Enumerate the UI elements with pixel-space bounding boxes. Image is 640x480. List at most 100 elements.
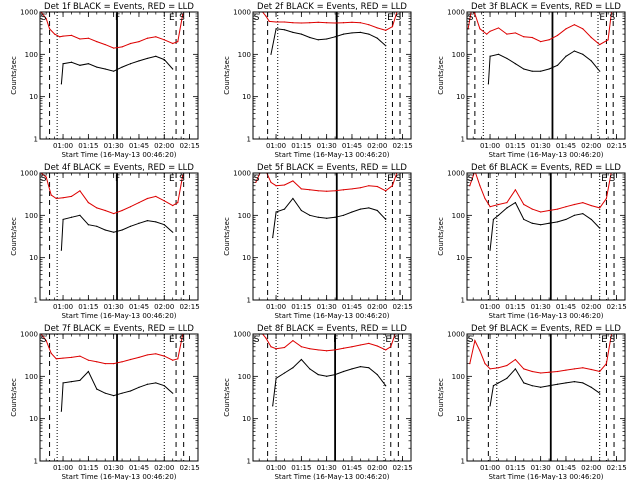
plot-frame <box>466 11 626 140</box>
series-lld-point <box>177 358 179 360</box>
series-events-point <box>113 70 115 72</box>
x-tick-label: 01:30 <box>531 303 551 311</box>
series-lld-point <box>342 189 345 191</box>
series-events-point <box>351 368 353 370</box>
x-tick-label: 01:30 <box>531 142 551 150</box>
x-tick-label: 01:30 <box>317 142 337 150</box>
series-events-point <box>163 385 165 387</box>
x-tick-label: 01:00 <box>266 142 286 150</box>
series-lld-point <box>390 346 392 348</box>
series-events-point <box>548 68 550 70</box>
series-lld-point <box>283 346 286 349</box>
series-lld-point <box>172 42 174 45</box>
series-events-point <box>146 220 148 222</box>
series-lld-point <box>506 364 508 367</box>
series-events-point <box>599 227 601 229</box>
series-lld-point <box>300 188 302 190</box>
series-lld-point <box>556 208 559 210</box>
flag-label: E <box>601 174 607 184</box>
series-lld-point <box>489 206 491 208</box>
y-tick-label: 1000 <box>233 331 251 339</box>
series-events-point <box>565 218 567 221</box>
x-tick-label: 02:15 <box>179 303 199 311</box>
series-lld-point <box>565 369 567 371</box>
y-tick-label: 100 <box>238 212 251 220</box>
series-events-point <box>283 372 286 374</box>
series-events-point <box>334 216 336 218</box>
series-lld-point <box>497 203 500 206</box>
series-events-point <box>146 57 148 60</box>
series-events-point <box>565 382 567 384</box>
flag-label: E <box>169 174 175 184</box>
series-lld-point <box>59 36 61 38</box>
x-tick-label: 01:45 <box>129 303 149 311</box>
series-events-point <box>359 365 361 368</box>
series-lld-point <box>489 30 491 32</box>
series-lld-point <box>497 367 500 369</box>
series-events-point <box>70 381 73 383</box>
series-events-point <box>113 395 115 397</box>
series-events-point <box>79 64 81 66</box>
series-lld-point <box>255 181 257 183</box>
y-tick-label: 1 <box>461 136 465 144</box>
series-lld-point <box>104 43 106 46</box>
series-events-point <box>368 207 370 209</box>
flag-label: S <box>468 174 474 184</box>
series-events-point <box>492 218 495 221</box>
series-events-point <box>514 63 516 65</box>
series-lld-point <box>45 17 47 20</box>
series-lld-point <box>113 47 115 49</box>
series-lld-point <box>283 184 286 186</box>
y-tick-label: 1000 <box>233 9 251 17</box>
series-events-point <box>300 33 302 35</box>
series-lld-point <box>275 185 277 187</box>
series-events-point <box>334 36 336 38</box>
series-lld-point <box>300 22 302 24</box>
series-lld-point <box>486 33 488 35</box>
series-events-point <box>104 392 106 394</box>
series-lld-point <box>469 185 471 187</box>
flag-label: E <box>599 13 605 23</box>
series-lld-point <box>177 201 179 204</box>
series-events-line <box>489 201 601 251</box>
series-lld-point <box>146 197 148 200</box>
flag-label: F <box>115 174 120 184</box>
series-lld-point <box>582 367 584 369</box>
series-events-point <box>573 381 575 383</box>
series-lld-point <box>590 36 592 39</box>
flag-label: S <box>394 335 400 345</box>
series-events-point <box>548 222 550 224</box>
series-events-point <box>70 216 73 218</box>
series-lld-point <box>155 353 157 355</box>
series-events-point <box>506 207 508 209</box>
flag-label: E <box>385 335 391 345</box>
series-events-point <box>309 36 311 39</box>
panel-title: Det 4f BLACK = Events, RED = LLD <box>44 163 194 173</box>
y-tick-label: 1 <box>461 458 465 466</box>
series-lld-line <box>467 12 612 46</box>
series-events-point <box>556 221 559 223</box>
y-tick-label: 10 <box>456 254 465 262</box>
x-tick-label: 02:15 <box>606 464 626 472</box>
x-tick-label: 01:15 <box>291 464 311 472</box>
series-lld-point <box>573 24 575 26</box>
x-tick-label: 01:15 <box>78 464 98 472</box>
series-events-point <box>342 214 345 216</box>
x-tick-label: 01:30 <box>104 464 124 472</box>
x-tick-label: 01:00 <box>480 142 500 150</box>
series-lld-point <box>275 21 277 23</box>
series-lld-point <box>342 347 345 349</box>
series-events-point <box>270 53 272 55</box>
series-lld-point <box>113 362 115 365</box>
flag-label: S <box>41 13 47 23</box>
series-events-point <box>492 385 495 387</box>
series-lld-point <box>300 346 302 348</box>
series-events-point <box>573 214 575 216</box>
series-lld-point <box>599 370 601 373</box>
x-tick-label: 01:00 <box>53 303 73 311</box>
series-lld-point <box>45 339 47 342</box>
series-lld-point <box>376 345 378 347</box>
flag-label: S <box>254 13 260 23</box>
x-axis-label: Start Time (16-May-13 00:46:20) <box>488 151 603 159</box>
x-axis-label: Start Time (16-May-13 00:46:20) <box>274 151 389 159</box>
